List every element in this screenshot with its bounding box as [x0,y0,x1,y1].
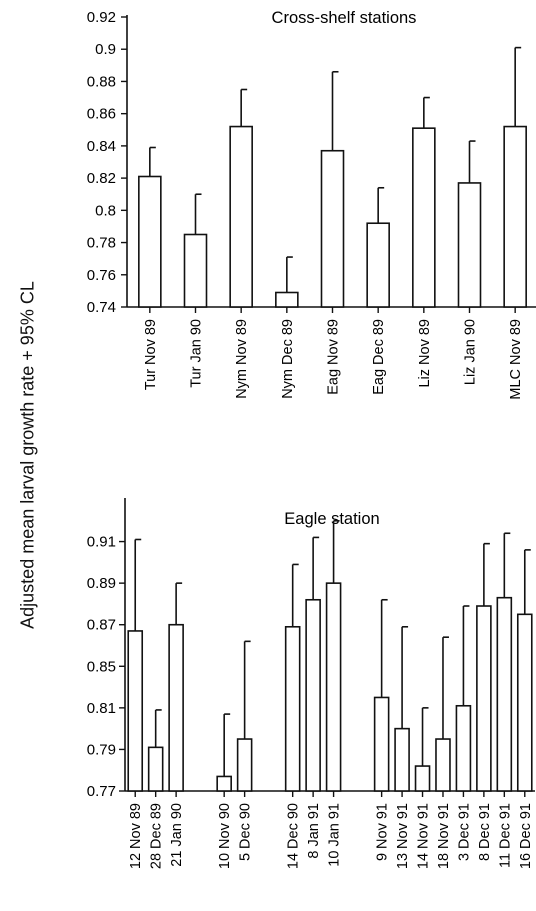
y-tick-label: 0.87 [87,617,116,634]
bar [414,765,431,792]
bar [435,738,451,792]
y-tick-label: 0.76 [87,267,116,284]
bar [138,175,162,308]
x-tick-label: Liz Jan 90 [463,319,479,385]
bar [457,182,482,308]
x-tick-label: 10 Nov 90 [217,803,233,869]
x-tick-label: Nym Dec 89 [280,319,296,399]
bar [275,291,299,308]
bar [325,582,342,792]
x-tick-label: Tur Nov 89 [143,319,159,390]
y-tick-label: 0.89 [87,575,116,592]
bar [229,125,253,308]
x-tick-label: 9 Nov 91 [375,803,391,861]
x-tick-label: 13 Nov 91 [395,803,411,869]
x-tick-label: 8 Jan 91 [306,803,322,859]
y-tick-label: 0.82 [87,170,116,187]
bar [147,746,164,792]
y-tick-label: 0.8 [95,202,116,219]
y-tick-label: 0.79 [87,741,116,758]
bar [394,727,410,792]
bar [168,623,184,792]
bar [127,630,144,792]
bar [516,613,533,792]
x-tick-label: 5 Dec 90 [238,803,254,861]
bar [366,222,390,308]
x-tick-label: 14 Nov 91 [416,803,432,869]
y-tick-label: 0.84 [87,138,116,155]
bar [236,738,253,792]
bar [455,704,472,792]
bar [373,696,390,792]
x-tick-label: Liz Nov 89 [417,319,433,388]
bar [183,233,208,308]
x-tick-label: Tur Jan 90 [189,319,205,388]
y-tick-label: 0.85 [87,658,116,675]
bar [216,775,232,792]
bar [412,127,436,308]
bar [320,149,345,308]
x-tick-label: 3 Dec 91 [456,803,472,861]
x-tick-label: 21 Jan 90 [169,803,185,867]
x-tick-label: 8 Dec 91 [477,803,493,861]
chart-title: Cross-shelf stations [272,9,417,27]
bar [496,596,513,792]
y-tick-label: 0.9 [95,41,116,58]
y-tick-label: 0.78 [87,235,116,252]
x-tick-label: Eag Dec 89 [371,319,387,395]
x-tick-label: MLC Nov 89 [508,319,524,400]
x-tick-label: 11 Dec 91 [497,803,513,868]
x-tick-label: Nym Nov 89 [234,319,250,399]
y-tick-label: 0.88 [87,73,116,90]
x-tick-label: 28 Dec 89 [149,803,165,869]
bar [476,605,492,792]
bar [284,625,301,792]
x-tick-label: 10 Jan 91 [327,803,343,867]
bar [503,125,527,308]
chart-title: Eagle station [284,510,379,528]
y-tick-label: 0.74 [87,299,116,316]
x-tick-label: 16 Dec 91 [518,803,534,869]
x-tick-label: 14 Dec 90 [286,803,302,869]
y-tick-label: 0.91 [87,534,116,551]
y-tick-label: 0.92 [87,9,116,26]
y-tick-label: 0.81 [87,700,116,717]
y-tick-label: 0.86 [87,106,116,123]
x-tick-label: 12 Nov 89 [128,803,144,869]
x-tick-label: 18 Nov 91 [436,803,452,869]
bar [305,598,321,792]
y-tick-label: 0.77 [87,783,116,800]
x-tick-label: Eag Nov 89 [326,319,342,395]
